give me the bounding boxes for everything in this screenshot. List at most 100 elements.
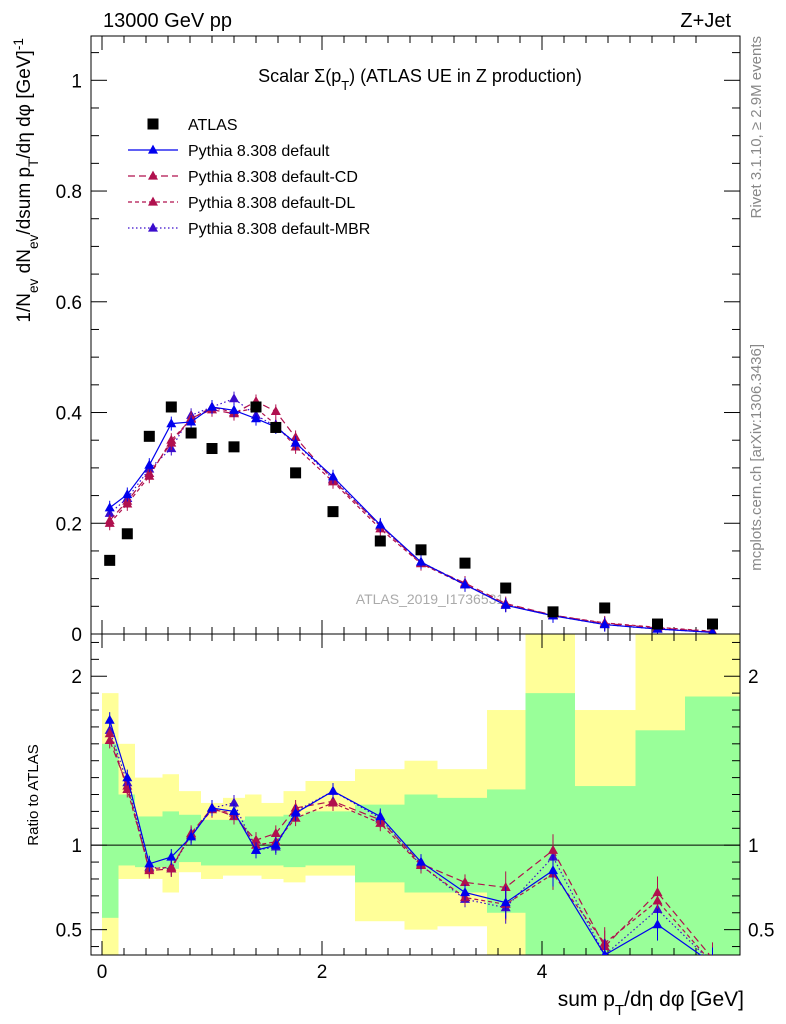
data-point	[104, 502, 115, 512]
data-point	[165, 401, 177, 413]
data-point	[460, 876, 470, 886]
data-point	[229, 805, 239, 815]
data-point	[147, 118, 159, 130]
data-point	[122, 489, 133, 499]
legend-entry: Pythia 8.308 default-DL	[128, 195, 355, 212]
data-point	[547, 606, 559, 618]
data-point	[290, 807, 301, 817]
ratio-tick-label: 1	[71, 836, 82, 857]
ratio-y-axis-label: Ratio to ATLAS	[25, 744, 42, 845]
data-point	[207, 802, 217, 812]
data-point	[229, 393, 239, 403]
data-point	[327, 506, 339, 518]
data-point	[104, 554, 116, 566]
data-point	[166, 851, 177, 861]
data-point	[144, 858, 155, 868]
data-point	[144, 459, 155, 469]
data-point	[328, 471, 338, 481]
data-point	[104, 735, 115, 745]
ratio-panel: 0 2 4 0.5 0.5 1 1 2 2 Ratio to ATLAS	[25, 633, 774, 983]
data-point	[148, 222, 158, 232]
ratio-tick-label: 0.5	[56, 921, 82, 942]
legend-label: Pythia 8.308 default-MBR	[188, 221, 370, 238]
data-point	[270, 421, 282, 433]
data-point	[416, 856, 426, 866]
x-tick-label: 4	[537, 962, 548, 983]
legend: ATLAS Pythia 8.308 default Pythia 8.308 de…	[128, 117, 370, 238]
band-green	[575, 786, 636, 955]
series-0	[104, 401, 718, 630]
x-axis-label: sum pT/dη dφ [GeV]	[558, 988, 744, 1019]
data-point	[270, 839, 281, 849]
data-point	[185, 427, 197, 439]
data-point	[652, 618, 663, 630]
data-point	[251, 413, 261, 423]
data-point	[328, 785, 338, 795]
data-point	[708, 958, 718, 967]
header-left: 13000 GeV pp	[103, 10, 232, 32]
y-tick-label: 0	[71, 625, 82, 646]
data-point	[374, 535, 386, 547]
data-point	[290, 437, 301, 447]
legend-entry: Pythia 8.308 default-CD	[128, 169, 358, 186]
data-point	[500, 882, 511, 892]
data-point	[229, 404, 239, 414]
y-tick-label: 0.6	[56, 293, 82, 314]
chart-title: Scalar Σ(pT) (ATLAS UE in Z production)	[258, 66, 582, 93]
band-green	[201, 819, 223, 866]
data-point	[459, 557, 471, 569]
legend-entry: Pythia 8.308 default	[128, 143, 330, 160]
band-green	[305, 811, 355, 866]
band-green	[162, 811, 179, 869]
legend-label: Pythia 8.308 default	[188, 143, 330, 160]
legend-label: Pythia 8.308 default-DL	[188, 195, 355, 212]
data-point	[460, 887, 470, 897]
x-tick-label: 0	[97, 962, 108, 983]
data-point	[186, 831, 197, 841]
data-point	[186, 416, 197, 426]
side-label-bottom: mcplots.cern.ch [arXiv:1306.3436]	[748, 344, 765, 571]
data-point	[250, 401, 262, 413]
data-point	[500, 582, 512, 594]
data-point	[460, 579, 470, 589]
header-right: Z+Jet	[680, 10, 731, 32]
band-green	[635, 730, 685, 955]
y-tick-label: 0.4	[56, 404, 83, 425]
band-green	[118, 794, 135, 866]
data-point	[601, 949, 608, 955]
y-tick-label: 1	[71, 71, 82, 92]
data-point	[122, 772, 133, 782]
data-point	[206, 443, 218, 455]
data-point	[500, 897, 511, 907]
data-point	[708, 626, 717, 634]
data-point	[270, 406, 281, 416]
band-green	[261, 816, 284, 866]
data-point	[104, 714, 115, 724]
data-point	[652, 887, 663, 897]
data-point	[548, 844, 558, 854]
band-green	[223, 819, 245, 866]
data-point	[121, 528, 133, 540]
data-point	[652, 919, 663, 929]
legend-label: Pythia 8.308 default-CD	[188, 169, 358, 186]
band-green	[102, 743, 119, 918]
ratio-tick-label: 1	[748, 836, 759, 857]
legend-entry: Pythia 8.308 default-MBR	[128, 221, 370, 238]
data-point	[148, 144, 158, 154]
band-green	[404, 794, 438, 893]
ratio-tick-label: 2	[748, 667, 759, 688]
data-point	[251, 844, 261, 854]
band-green	[487, 789, 526, 913]
x-tick-label: 2	[317, 962, 328, 983]
data-point	[599, 602, 611, 614]
data-point	[500, 599, 511, 609]
data-point	[166, 418, 177, 428]
data-point	[548, 865, 558, 875]
band-green	[685, 696, 740, 955]
side-label-top: Rivet 3.1.10, ≥ 2.9M events	[748, 36, 765, 219]
data-point	[290, 467, 302, 479]
watermark: ATLAS_2019_I1736531	[356, 591, 505, 607]
data-point	[166, 437, 177, 447]
data-point	[207, 401, 217, 411]
data-point	[148, 170, 158, 180]
